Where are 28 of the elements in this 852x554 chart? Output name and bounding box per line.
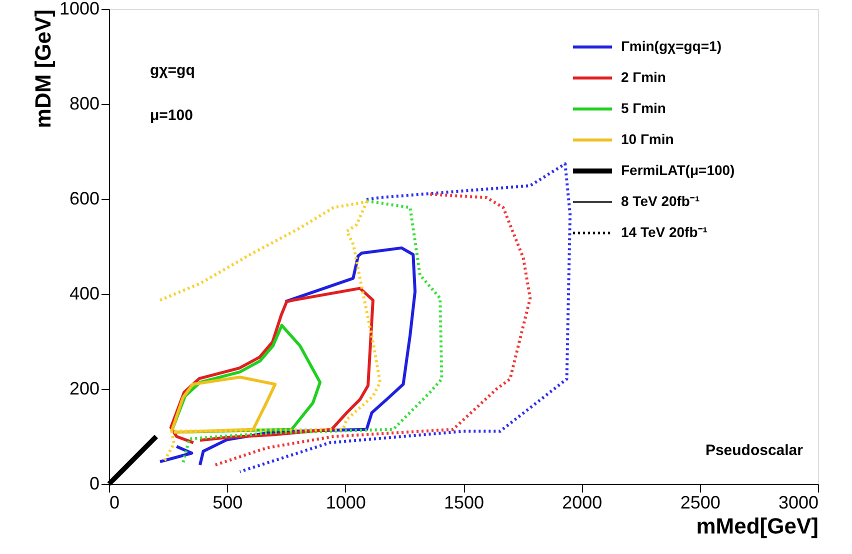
y-tick-label: 600 — [69, 188, 100, 208]
y-tick-label: 200 — [69, 378, 100, 398]
line-series — [181, 199, 444, 465]
legend-label: FermiLAT(μ=100) — [621, 162, 735, 178]
x-tick-label: 0 — [110, 492, 120, 512]
x-tick-label: 1000 — [326, 492, 366, 512]
x-tick-label: 1500 — [444, 492, 484, 512]
y-tick-label: 800 — [69, 94, 100, 114]
legend-label: 5 Γmin — [621, 100, 666, 116]
legend-label: 10 Γmin — [621, 131, 674, 147]
line-series — [214, 192, 532, 466]
y-tick-label: 0 — [89, 474, 100, 494]
x-tick-label: 3000 — [778, 492, 818, 512]
line-series — [238, 162, 572, 474]
legend-label: Γmin(gχ=gq=1) — [621, 38, 722, 54]
annotation: 14 TeV 20fb⁻¹ — [621, 224, 708, 240]
y-axis-title: mDM [GeV] — [30, 10, 56, 128]
annotation: 8 TeV 20fb⁻¹ — [621, 193, 700, 209]
annotation: gχ=gq — [150, 62, 195, 79]
x-axis-title: mMed[GeV] — [696, 514, 818, 538]
x-tick-label: 2500 — [680, 492, 720, 512]
x-tick-label: 500 — [212, 492, 243, 512]
annotation: μ=100 — [150, 107, 193, 124]
y-tick-label: 400 — [69, 284, 100, 304]
y-tick-label: 1000 — [59, 0, 100, 18]
annotation: Pseudoscalar — [705, 442, 804, 459]
legend-label: 2 Γmin — [621, 69, 666, 85]
x-tick-label: 2000 — [562, 492, 602, 512]
